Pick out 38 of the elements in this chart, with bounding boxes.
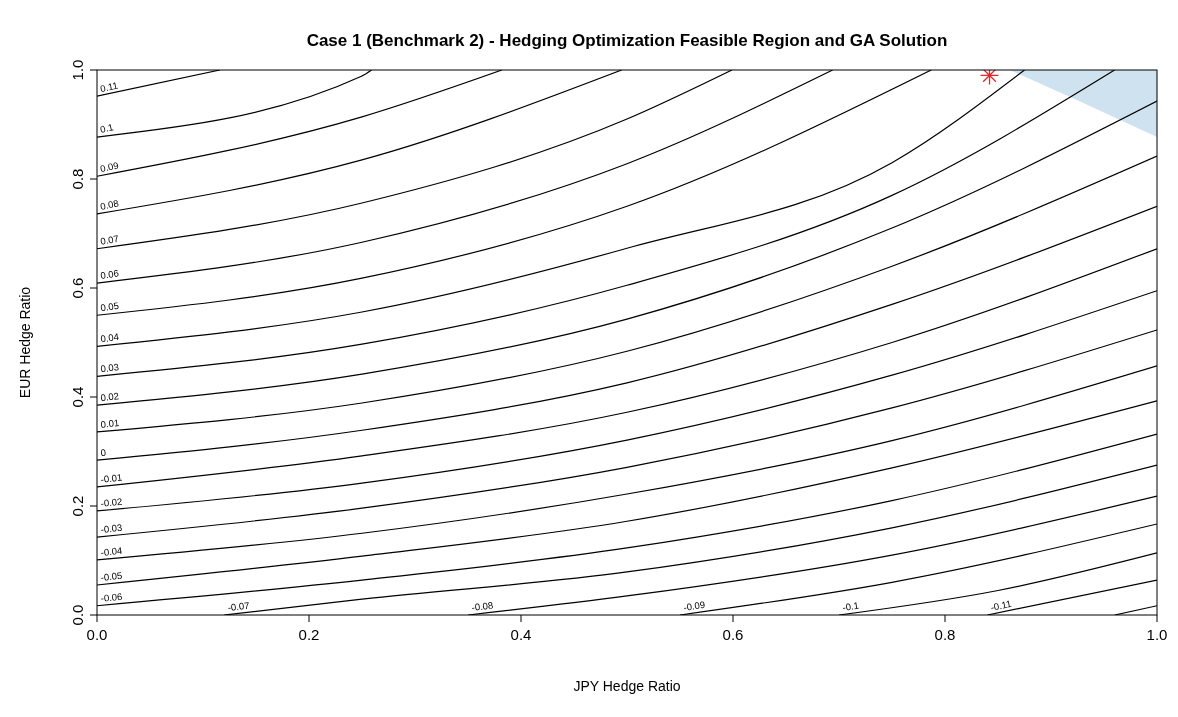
text: 0.08 [99, 197, 120, 212]
y-tick-label: 0.6 [69, 277, 86, 299]
text: -0.09 [682, 598, 706, 613]
x-tick-label: 0.2 [298, 626, 320, 643]
text: -0.03 [100, 521, 123, 536]
y-tick-label: 0.8 [69, 168, 86, 190]
text: -0.1 [841, 599, 860, 613]
text: 0.06 [99, 267, 120, 282]
text: -0.01 [99, 471, 123, 485]
chart-title: Case 1 (Benchmark 2) - Hedging Optimization Feasible Region and GA Solution [306, 31, 948, 50]
text: 0.1 [98, 121, 115, 135]
text: 0.05 [99, 299, 120, 314]
text: 0.09 [99, 159, 120, 175]
text: 0.01 [100, 416, 120, 430]
text: -0.06 [100, 590, 123, 604]
text: 0 [99, 446, 107, 459]
y-tick-label: 1.0 [69, 59, 86, 81]
y-axis-title: EUR Hedge Ratio [17, 286, 33, 399]
y-tick-label: 0.4 [69, 386, 86, 408]
text: 0.04 [99, 331, 120, 345]
text: 0.11 [99, 79, 119, 95]
text: -0.08 [470, 599, 494, 613]
x-tick-label: 1.0 [1146, 626, 1168, 643]
x-tick-label: 0.0 [86, 626, 108, 643]
text: 0.03 [99, 361, 120, 375]
text: 0.07 [99, 232, 120, 247]
y-tick-label: 0.2 [69, 495, 86, 517]
text: 0.02 [99, 390, 120, 404]
x-axis-title: JPY Hedge Ratio [573, 678, 681, 694]
text: -0.11 [989, 597, 1013, 613]
x-tick-label: 0.8 [934, 626, 956, 643]
y-tick-label: 0.0 [69, 604, 86, 626]
text: -0.02 [100, 495, 123, 509]
text: -0.05 [100, 569, 123, 584]
x-tick-label: 0.6 [722, 626, 744, 643]
text: -0.04 [100, 544, 123, 558]
x-tick-label: 0.4 [510, 626, 532, 643]
text: -0.07 [227, 599, 250, 613]
